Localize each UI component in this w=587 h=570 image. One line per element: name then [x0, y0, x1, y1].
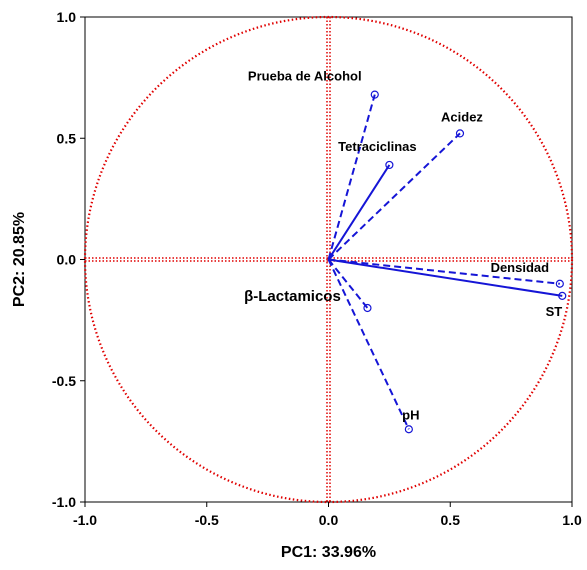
vector-line: [327, 94, 376, 260]
vector-label: Prueba de Alcohol: [248, 69, 362, 84]
x-tick-label: -1.0: [73, 512, 97, 528]
x-tick-label: 1.0: [562, 512, 582, 528]
y-tick-label: 1.0: [57, 9, 77, 25]
vector-line: [328, 258, 560, 285]
vector-endpoint: [404, 425, 413, 434]
vector-endpoint: [455, 129, 465, 138]
x-tick-label: -0.5: [195, 512, 219, 528]
vector-endpoint: [385, 160, 394, 170]
vector-endpoint: [558, 291, 567, 300]
vector-label: ST: [546, 304, 563, 319]
vector-endpoint: [370, 90, 379, 99]
vector-label: Acidez: [441, 109, 483, 124]
vector-endpoint: [555, 279, 564, 288]
correlation-circle: [83, 15, 574, 504]
x-axis-title: PC1: 33.96%: [281, 544, 376, 561]
vector-line: [327, 259, 410, 430]
vector-line: [328, 258, 563, 297]
vector-label: Densidad: [491, 260, 550, 275]
vector-label: pH: [402, 407, 419, 422]
x-tick-label: 0.0: [319, 512, 339, 528]
y-tick-label: 0.0: [57, 252, 77, 268]
vector-line: [327, 132, 461, 261]
y-tick-label: -1.0: [52, 494, 76, 510]
vector-label: Tetraciclinas: [338, 139, 417, 154]
x-tick-label: 0.5: [441, 512, 461, 528]
vector-label: β-Lactamicos: [244, 288, 341, 305]
y-tick-label: 0.5: [57, 130, 77, 146]
vector-line: [327, 164, 391, 261]
y-axis-title: PC2: 20.85%: [11, 212, 28, 307]
y-tick-label: -0.5: [52, 373, 76, 389]
vector-endpoint: [363, 303, 372, 313]
